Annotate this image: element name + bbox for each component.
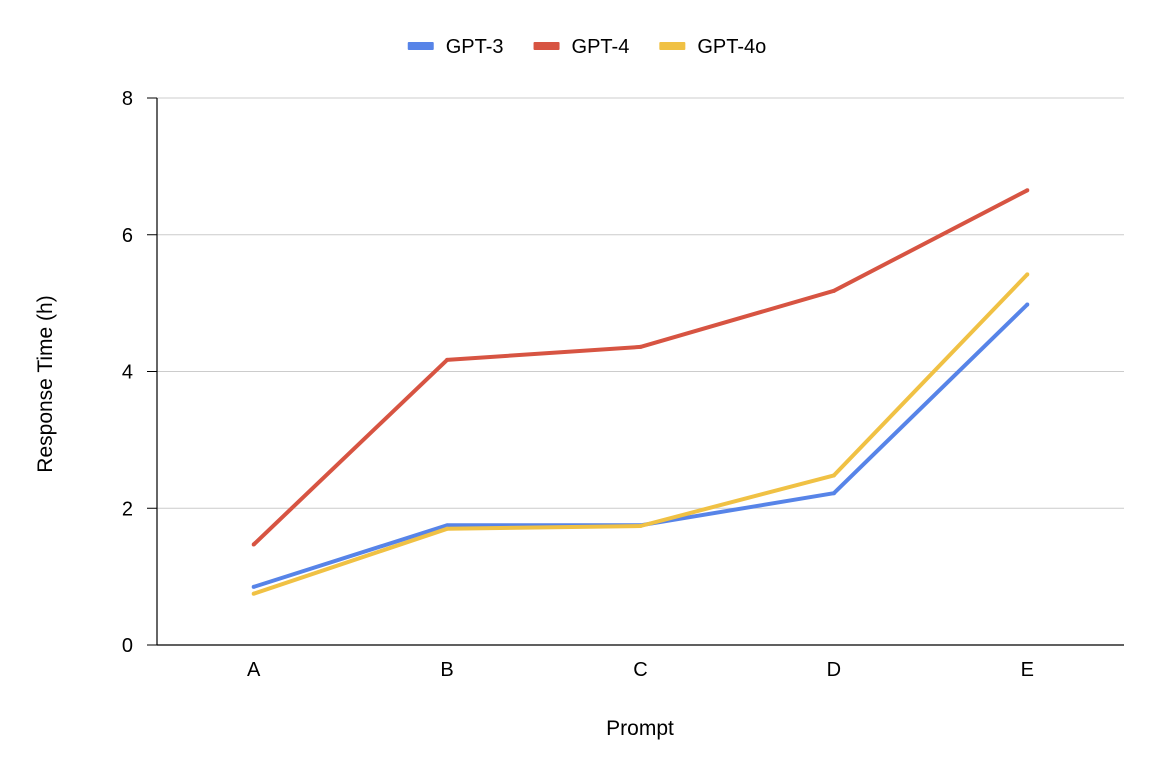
y-axis-title: Response Time (h)	[34, 295, 57, 472]
data-point-gpt-4	[638, 344, 643, 349]
data-point-gpt-4	[831, 288, 836, 293]
x-tick-label: C	[633, 659, 647, 681]
legend-swatch-gpt-4	[533, 42, 560, 50]
legend-label-gpt-4: GPT-4	[572, 36, 630, 58]
x-tick-label: D	[827, 659, 841, 681]
y-tick-label: 4	[122, 362, 133, 384]
x-tick-label: B	[440, 659, 453, 681]
data-point-gpt-3	[1025, 302, 1030, 307]
gridlines	[157, 97, 1124, 509]
legend-swatch-gpt-3	[407, 42, 434, 50]
x-tick-label: E	[1021, 659, 1034, 681]
series-line-gpt-4	[252, 188, 1029, 546]
data-point-gpt-4o	[1025, 272, 1030, 277]
series-lines	[251, 188, 1030, 596]
data-point-gpt-4o	[638, 524, 643, 529]
y-tick-label: 8	[122, 88, 133, 110]
data-point-gpt-3	[831, 491, 836, 496]
axes: 0 2 4 6 8 A B C D E	[122, 88, 1124, 681]
data-point-gpt-4	[1025, 188, 1030, 193]
legend: GPT-3 GPT-4 GPT-4o	[407, 36, 766, 58]
data-point-gpt-3	[445, 523, 450, 528]
data-point-gpt-4o	[831, 473, 836, 478]
data-point-gpt-4	[445, 357, 450, 362]
data-point-gpt-4o	[251, 591, 256, 596]
y-tick-label: 2	[122, 498, 133, 520]
data-point-gpt-3	[251, 584, 256, 589]
y-tick-label: 0	[122, 635, 133, 657]
legend-swatch-gpt-4o	[659, 42, 686, 50]
y-tick-label: 6	[122, 225, 133, 247]
x-tick-label: A	[247, 659, 261, 681]
legend-label-gpt-3: GPT-3	[446, 36, 504, 58]
data-point-gpt-4	[251, 542, 256, 547]
data-point-gpt-4o	[445, 526, 450, 531]
legend-label-gpt-4o: GPT-4o	[697, 36, 766, 58]
x-axis-title: Prompt	[606, 717, 674, 740]
